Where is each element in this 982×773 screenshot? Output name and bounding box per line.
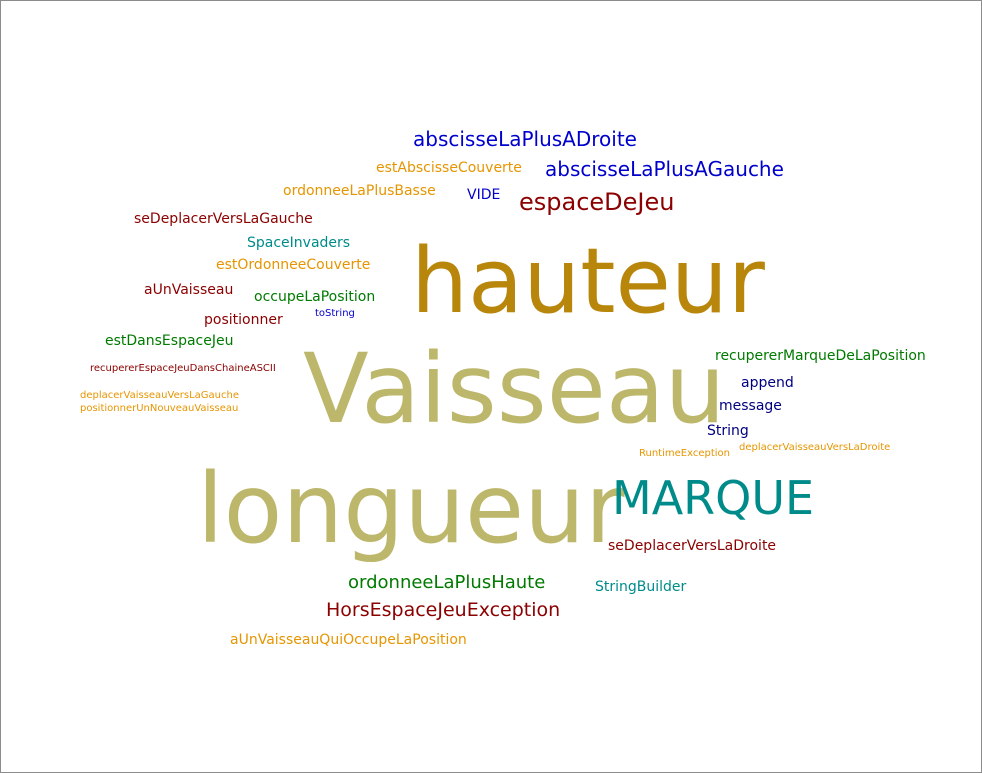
word-stringbuilder: StringBuilder xyxy=(595,579,687,595)
word-sedeplacerverslagauche: seDeplacerVersLaGauche xyxy=(134,211,313,227)
word-abscisselaplusadroite: abscisseLaPlusADroite xyxy=(413,127,637,151)
word-deplacervaisseauverslagauche: deplacerVaisseauVersLaGauche xyxy=(80,390,239,401)
word-hauteur: hauteur xyxy=(411,229,765,334)
word-sedeplacerversladroite: seDeplacerVersLaDroite xyxy=(608,538,777,554)
word-deplacervaisseauverladroite: deplacerVaisseauVersLaDroite xyxy=(739,442,891,453)
word-runtimeexception: RuntimeException xyxy=(639,448,730,459)
word-positionnerunnouveauvaisseau: positionnerUnNouveauVaisseau xyxy=(80,403,239,414)
word-aunvaisseauquioccupelaposition: aUnVaisseauQuiOccupeLaPosition xyxy=(230,632,467,648)
word-espacedejeu: espaceDeJeu xyxy=(519,188,675,216)
word-vide: VIDE xyxy=(467,187,501,203)
word-aunvaisseau: aUnVaisseau xyxy=(144,282,234,298)
word-ordonneelaplusbasse: ordonneeLaPlusBasse xyxy=(283,183,436,199)
word-spaceinvaders: SpaceInvaders xyxy=(247,235,351,251)
word-positionner: positionner xyxy=(204,312,283,328)
word-recuperermarquedelaposition: recupererMarqueDeLaPosition xyxy=(715,348,926,364)
word-tostring: toString xyxy=(315,308,355,319)
word-abscisselaplusagauche: abscisseLaPlusAGauche xyxy=(545,157,784,181)
word-longueur: longueur xyxy=(197,453,625,565)
word-ordonneelaplushaute: ordonneeLaPlusHaute xyxy=(348,572,546,593)
word-message: message xyxy=(719,398,782,414)
word-string: String xyxy=(707,423,749,439)
word-recupererespacejeudanschaineascii: recupererEspaceJeuDansChaineASCII xyxy=(90,363,276,374)
word-append: append xyxy=(741,375,794,391)
word-vaisseau: Vaisseau xyxy=(303,333,726,445)
word-occupelaposition: occupeLaPosition xyxy=(254,289,376,305)
word-estdansespacejeu: estDansEspaceJeu xyxy=(105,333,234,349)
word-horsespacejeuexception: HorsEspaceJeuException xyxy=(326,599,561,621)
word-estordonneecouverte: estOrdonneeCouverte xyxy=(216,257,371,273)
word-estabscissecouverte: estAbscisseCouverte xyxy=(376,160,522,176)
word-marque: MARQUE xyxy=(612,471,815,525)
